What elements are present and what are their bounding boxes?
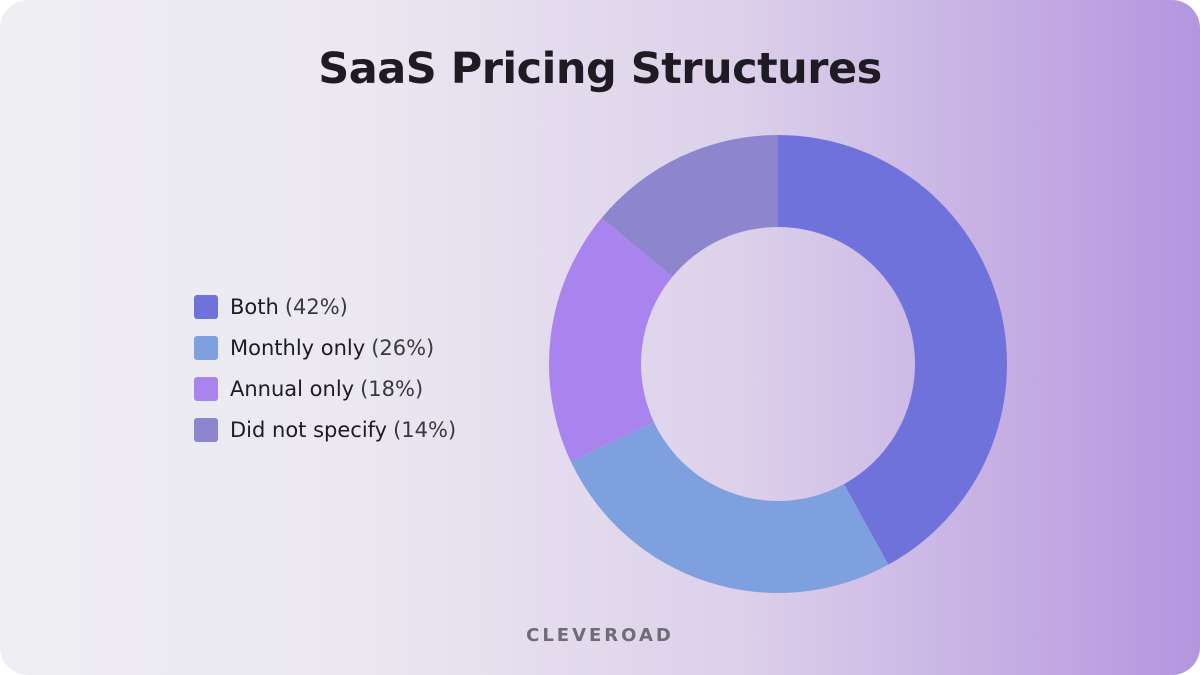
donut-slice-both bbox=[778, 135, 1008, 565]
donut-slice-annual-only bbox=[549, 218, 673, 462]
brand-logo-text: CLEVEROAD bbox=[526, 625, 674, 646]
legend-pct-annual-only: (18%) bbox=[360, 376, 424, 401]
legend-swatch-did-not-specify bbox=[194, 417, 218, 442]
legend-item-monthly-only: Monthly only (26%) bbox=[194, 327, 456, 368]
legend-item-both: Both (42%) bbox=[194, 286, 456, 327]
donut-chart bbox=[549, 135, 1008, 593]
legend-swatch-both bbox=[194, 294, 218, 319]
legend-pct-monthly-only: (26%) bbox=[371, 335, 435, 360]
chart-title: SaaS Pricing Structures bbox=[318, 44, 882, 94]
donut-hole bbox=[640, 226, 916, 502]
legend-item-annual-only: Annual only (18%) bbox=[194, 368, 456, 409]
legend-pct-both: (42%) bbox=[284, 294, 348, 319]
legend-label-both: Both bbox=[230, 294, 279, 319]
donut-slice-did-not-specify bbox=[601, 135, 778, 277]
legend-label-did-not-specify: Did not specify bbox=[230, 417, 388, 442]
legend-item-did-not-specify: Did not specify (14%) bbox=[194, 409, 456, 450]
legend-pct-did-not-specify: (14%) bbox=[393, 417, 457, 442]
donut-slice-monthly-only bbox=[570, 422, 889, 593]
legend: Both (42%) Monthly only (26%) Annual onl… bbox=[194, 286, 456, 450]
legend-label-monthly-only: Monthly only bbox=[230, 335, 366, 360]
legend-swatch-monthly-only bbox=[194, 335, 218, 360]
legend-swatch-annual-only bbox=[194, 376, 218, 401]
legend-label-annual-only: Annual only bbox=[230, 376, 355, 401]
